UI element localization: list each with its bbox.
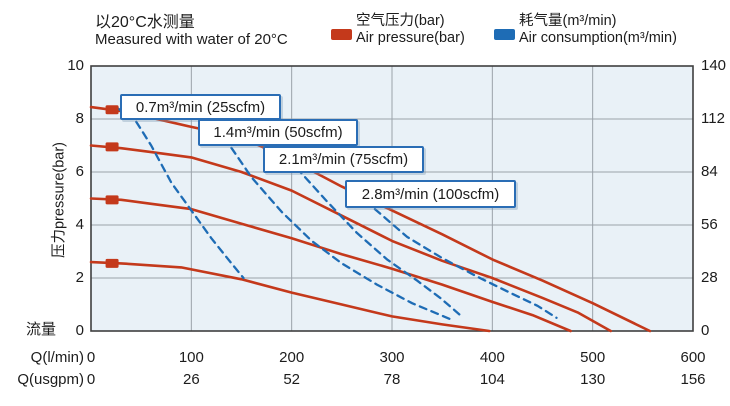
x-axis-label-lmin: Q(l/min): [30, 349, 84, 366]
curve-consumption-1.4m3min: [223, 136, 452, 321]
annotation-2.8m3min-label: 2.8m³/min (100scfm): [361, 185, 500, 203]
curve-air-pressure-5bar: [89, 197, 572, 333]
legend-swatch-air-pressure: [331, 29, 352, 40]
chart-title-zh: 以20°C水测量: [95, 14, 195, 31]
curve-start-marker: [105, 142, 119, 152]
curve-consumption-0.7m3min: [114, 105, 245, 280]
legend-air-consumption: 耗气量(m³/min) Air consumption(m³/min): [519, 13, 677, 46]
curve-consumption-2.1m3min: [295, 166, 462, 317]
legend-air-pressure-en: Air pressure(bar): [356, 29, 465, 46]
chart-title: 以20°C水测量 Measured with water of 20°C: [95, 14, 288, 48]
annotation-2.8m3min: 2.8m³/min (100scfm): [345, 180, 516, 208]
annotation-2.1m3min: 2.1m³/min (75scfm): [263, 146, 424, 173]
legend-air-consumption-zh: 耗气量(m³/min): [519, 13, 617, 29]
flow-axis-label: 流量: [26, 321, 57, 338]
chart-title-en: Measured with water of 20°C: [95, 31, 288, 48]
legend-air-consumption-en: Air consumption(m³/min): [519, 29, 677, 46]
annotation-1.4m3min-label: 1.4m³/min (50scfm): [213, 124, 343, 141]
annotation-0.7m3min: 0.7m³/min (25scfm): [120, 94, 281, 120]
annotation-1.4m3min: 1.4m³/min (50scfm): [198, 119, 358, 146]
x-axis-label-usgpm: Q(usgpm): [17, 371, 84, 388]
annotation-0.7m3min-label: 0.7m³/min (25scfm): [135, 98, 266, 116]
curve-air-pressure-2.6bar: [89, 260, 491, 333]
y-axis-title: 压力pressure(bar): [51, 141, 68, 259]
legend-air-pressure: 空气压力(bar) Air pressure(bar): [356, 13, 465, 46]
legend-swatch-air-consumption: [494, 29, 515, 40]
curve-start-marker: [105, 195, 119, 205]
curve-start-marker: [105, 105, 119, 115]
curve-consumption-2.8m3min: [373, 207, 558, 319]
curve-start-marker: [105, 258, 119, 268]
legend-air-pressure-zh: 空气压力(bar): [356, 13, 445, 29]
annotation-2.1m3min-label: 2.1m³/min (75scfm): [278, 151, 409, 168]
